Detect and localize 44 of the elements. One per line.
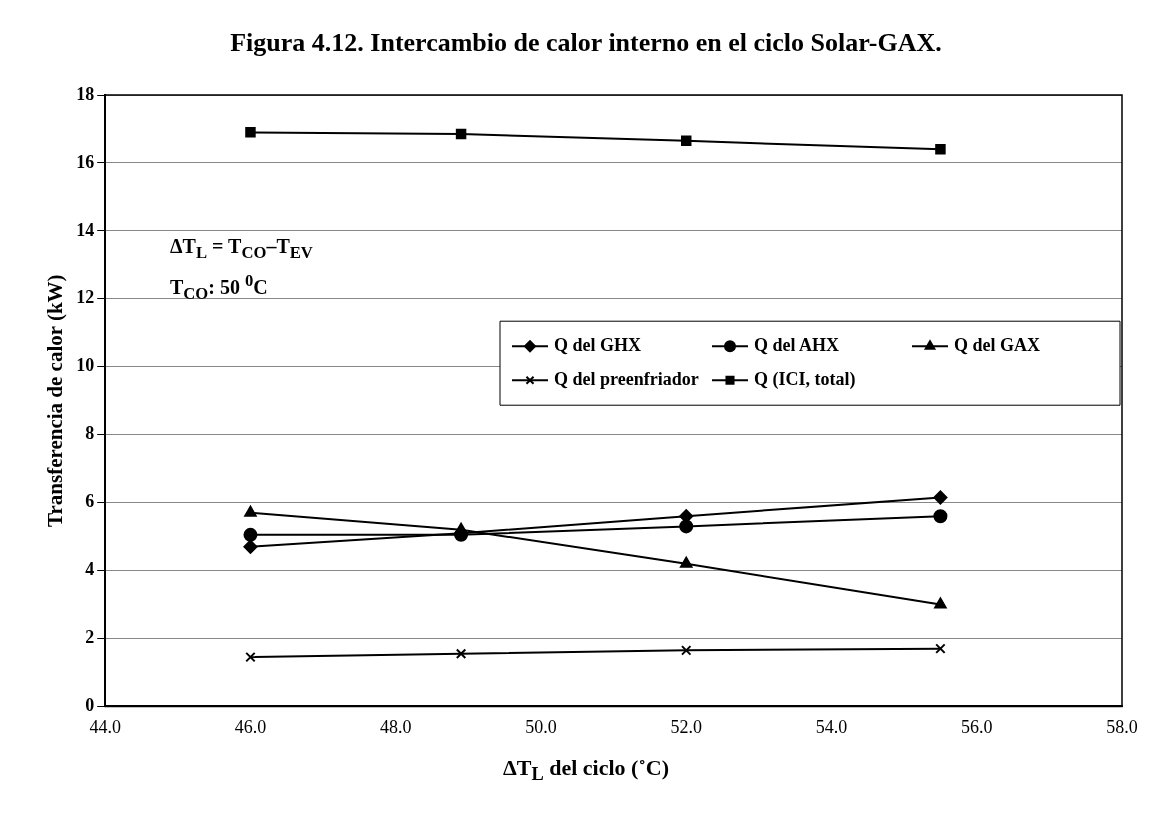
x-tick-label: 44.0	[89, 716, 121, 737]
point	[935, 643, 946, 654]
y-tick-label: 4	[85, 559, 95, 580]
point	[679, 519, 694, 534]
y-axis-title: Transferencia de calor (kW)	[43, 274, 68, 527]
legend-label: Q del GAX	[954, 334, 1041, 355]
annotation: ΔT$_{L}$ = T$_{CO}$–T$_{EV}$	[170, 235, 313, 263]
x-tick-label: 54.0	[815, 716, 848, 737]
y-tick-label: 12	[76, 287, 95, 308]
x-tick-label: 52.0	[670, 716, 702, 737]
chart-title: Figura 4.12. Intercambio de calor interno en el ciclo Solar-GAX.	[229, 28, 943, 58]
legend-label: Q del AHX	[754, 334, 840, 355]
y-tick-label: 8	[85, 423, 95, 444]
legend-label: Q del preenfriador	[554, 368, 699, 389]
annotation: T$_{CO}$: 50 $^{0}$C	[170, 271, 268, 304]
point	[933, 509, 948, 524]
legend-label: Q (ICI, total)	[754, 368, 856, 390]
x-axis-title: ΔT$_{L}$ del ciclo (˚C)	[502, 755, 670, 786]
point	[245, 651, 256, 663]
point	[243, 527, 258, 542]
point	[243, 539, 258, 554]
x-tick-label: 56.0	[960, 716, 993, 737]
point	[680, 135, 692, 147]
y-tick-label: 14	[76, 219, 95, 240]
y-tick-label: 18	[76, 83, 95, 104]
y-tick-label: 16	[76, 151, 95, 172]
point	[680, 645, 692, 656]
point	[244, 505, 257, 517]
point	[455, 648, 467, 659]
point	[455, 128, 467, 140]
legend-label: Q del GHX	[554, 334, 642, 355]
x-tick-label: 58.0	[1106, 716, 1138, 737]
x-tick-label: 46.0	[234, 716, 267, 737]
x-tick-label: 48.0	[379, 716, 412, 737]
point	[680, 556, 693, 568]
point	[245, 127, 256, 138]
y-tick-label: 2	[85, 627, 95, 648]
point	[935, 144, 946, 155]
point	[933, 490, 948, 505]
y-tick-label: 6	[85, 491, 95, 512]
y-tick-label: 10	[76, 355, 95, 376]
y-tick-label: 0	[85, 695, 95, 716]
x-tick-label: 50.0	[525, 716, 557, 737]
point	[934, 597, 947, 609]
